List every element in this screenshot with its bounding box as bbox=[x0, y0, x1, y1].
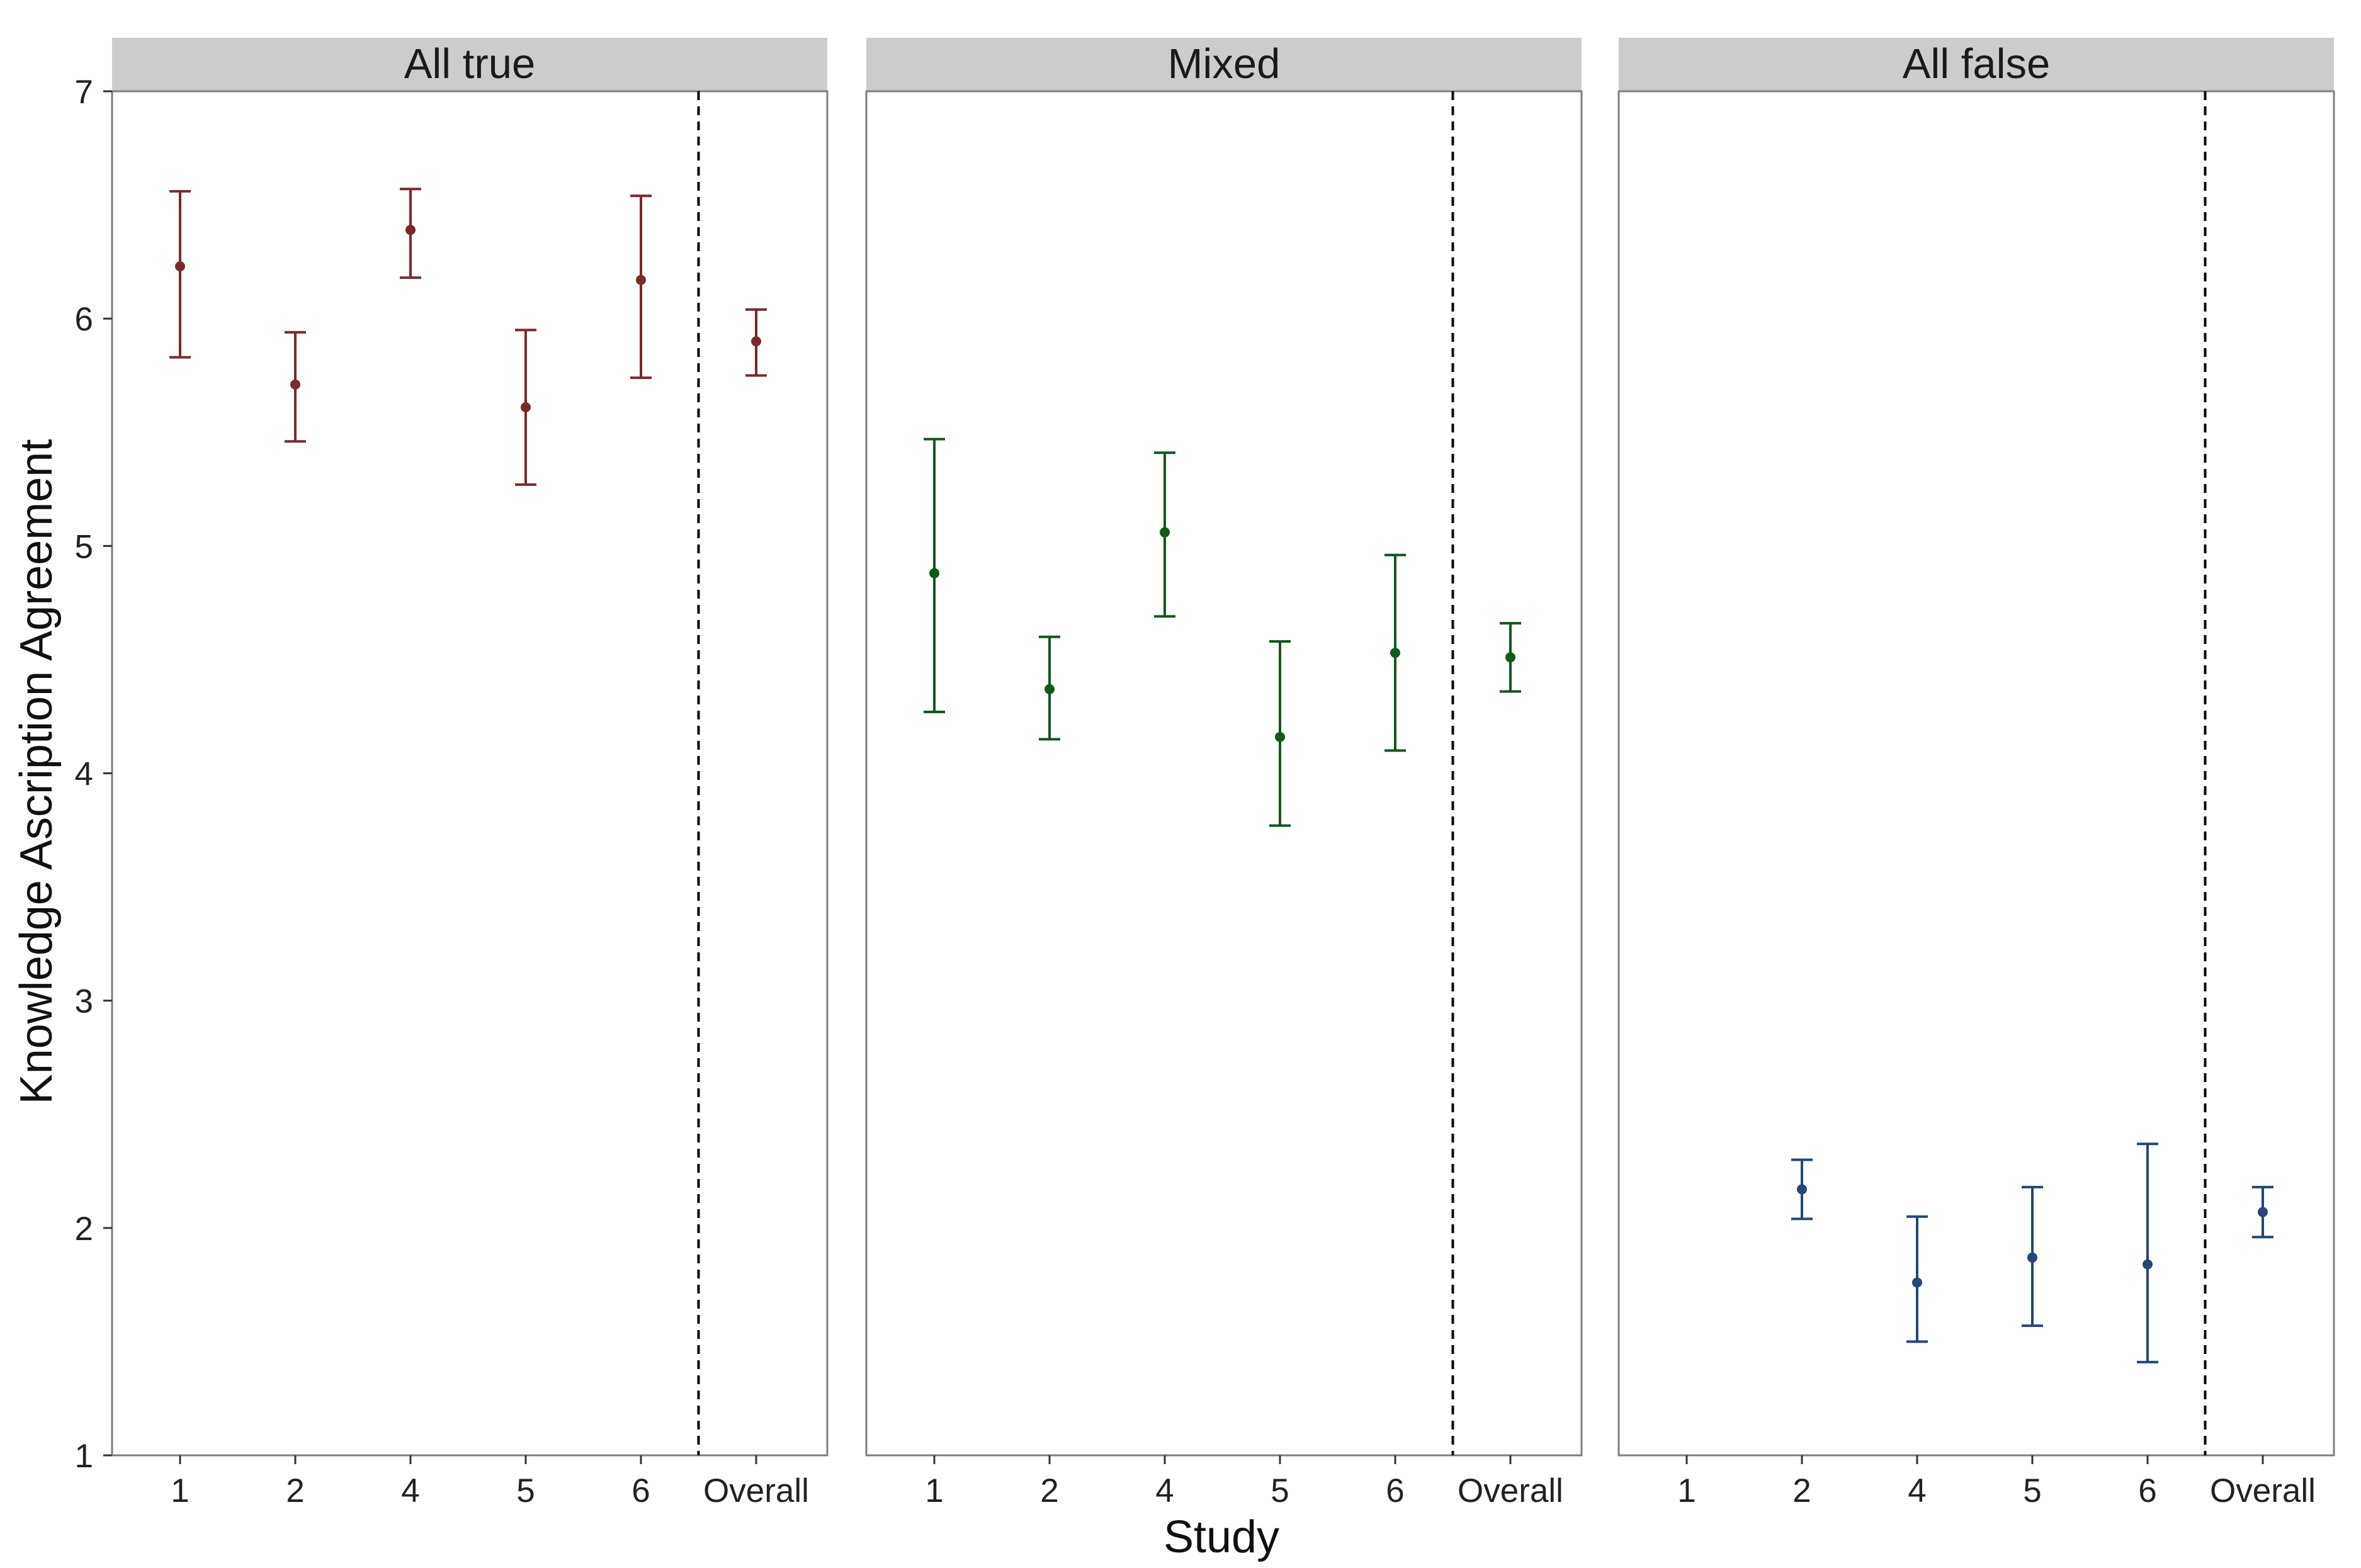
data-point bbox=[405, 225, 416, 235]
x-tick-label: 2 bbox=[286, 1472, 304, 1509]
x-tick-label: 5 bbox=[2023, 1472, 2041, 1509]
x-tick-label: 1 bbox=[1677, 1472, 1696, 1509]
facet-strip bbox=[112, 38, 827, 91]
data-point bbox=[290, 379, 300, 390]
data-point bbox=[1160, 527, 1170, 538]
facet-panel: All true 1 2 4 5 6 Overall bbox=[111, 38, 829, 1509]
x-tick-label: 5 bbox=[1271, 1472, 1289, 1509]
data-point bbox=[2143, 1259, 2153, 1270]
x-axis-title: Study bbox=[1164, 1512, 1279, 1562]
panel-border bbox=[865, 90, 1583, 1457]
data-point bbox=[1390, 648, 1400, 658]
facet-title: Mixed bbox=[1168, 40, 1281, 87]
data-point bbox=[929, 568, 939, 578]
y-tick-label: 3 bbox=[75, 983, 93, 1020]
data-point bbox=[175, 261, 185, 272]
facet-title: All true bbox=[404, 40, 536, 87]
error-bar bbox=[630, 195, 652, 380]
x-tick-label: 2 bbox=[1792, 1472, 1811, 1509]
data-point bbox=[2258, 1207, 2268, 1217]
error-bar bbox=[2137, 1142, 2158, 1363]
data-point bbox=[636, 274, 646, 285]
x-tick-label: Overall bbox=[1458, 1472, 1563, 1509]
error-bar bbox=[169, 189, 191, 359]
data-point bbox=[1797, 1184, 1807, 1195]
x-tick-label: 2 bbox=[1040, 1472, 1058, 1509]
y-axis-ticks: 1 2 3 4 5 6 7 bbox=[75, 74, 112, 1475]
x-tick-label: 4 bbox=[401, 1472, 419, 1509]
x-tick-label: Overall bbox=[703, 1472, 809, 1509]
x-tick-label: 6 bbox=[631, 1472, 650, 1509]
data-point bbox=[1505, 652, 1515, 663]
facet-panel: Mixed 1 2 4 5 6 Overall bbox=[865, 38, 1583, 1509]
panel-border bbox=[1617, 90, 2335, 1457]
y-tick-label: 1 bbox=[75, 1438, 93, 1475]
x-tick-label: 4 bbox=[1908, 1472, 1926, 1509]
x-tick-label: Overall bbox=[2210, 1472, 2316, 1509]
y-tick-label: 2 bbox=[75, 1210, 93, 1248]
x-tick-label: 6 bbox=[1386, 1472, 1404, 1509]
y-tick-label: 4 bbox=[75, 756, 93, 793]
y-tick-label: 6 bbox=[75, 301, 93, 338]
data-point bbox=[1275, 731, 1285, 742]
data-point bbox=[521, 402, 531, 413]
x-tick-label: 4 bbox=[1155, 1472, 1174, 1509]
facet-panel: All false 1 2 4 5 6 Overall bbox=[1617, 38, 2335, 1509]
panel-border bbox=[111, 90, 829, 1457]
y-axis-title: Knowledge Ascription Agreement bbox=[11, 439, 62, 1105]
x-tick-label: 5 bbox=[516, 1472, 535, 1509]
data-point bbox=[751, 336, 761, 347]
facet-title: All false bbox=[1903, 40, 2051, 87]
y-tick-label: 7 bbox=[75, 74, 93, 111]
x-tick-label: 1 bbox=[171, 1472, 189, 1509]
y-tick-label: 5 bbox=[75, 528, 93, 565]
facet-strip bbox=[866, 38, 1582, 91]
data-point bbox=[1045, 684, 1055, 694]
facet-strip bbox=[1619, 38, 2334, 91]
x-tick-label: 1 bbox=[925, 1472, 943, 1509]
data-point bbox=[1912, 1277, 1922, 1288]
data-point bbox=[2027, 1252, 2037, 1263]
x-tick-label: 6 bbox=[2138, 1472, 2156, 1509]
